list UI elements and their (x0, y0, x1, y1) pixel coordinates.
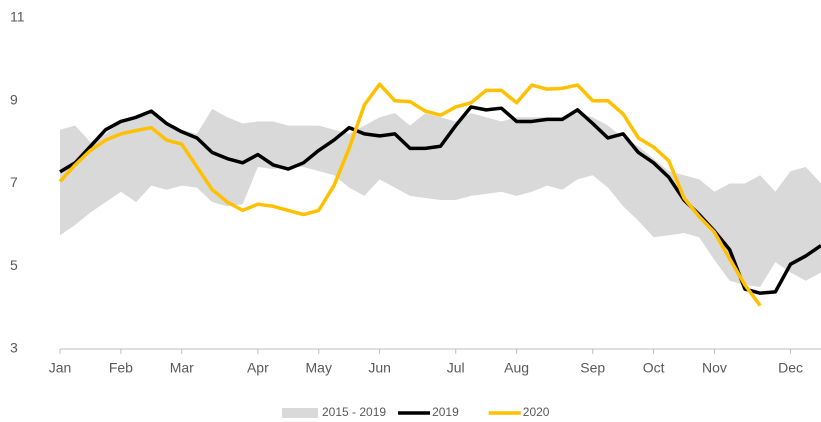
range-band (60, 109, 821, 287)
y-tick-label: 7 (10, 174, 18, 190)
legend-label: 2020 (523, 405, 550, 419)
x-tick-label: Dec (778, 360, 803, 376)
x-tick-label: Feb (109, 360, 133, 376)
x-tick-label: Sep (580, 360, 605, 376)
legend-swatch (282, 408, 318, 418)
y-tick-label: 5 (10, 257, 18, 273)
legend-label: 2019 (432, 405, 459, 419)
x-tick-label: Jun (368, 360, 391, 376)
x-tick-label: May (306, 360, 332, 376)
y-tick-label: 11 (10, 9, 25, 25)
x-tick-label: Nov (702, 360, 727, 376)
legend-label: 2015 - 2019 (322, 405, 386, 419)
x-tick-label: Aug (504, 360, 529, 376)
x-tick-label: Oct (643, 360, 665, 376)
series-line (58, 82, 762, 307)
x-tick-label: Jul (447, 360, 465, 376)
x-tick-label: Mar (170, 360, 194, 376)
x-tick-label: Jan (49, 360, 72, 376)
y-tick-label: 9 (10, 91, 18, 107)
y-tick-label: 3 (10, 340, 18, 356)
x-tick-label: Apr (247, 360, 269, 376)
